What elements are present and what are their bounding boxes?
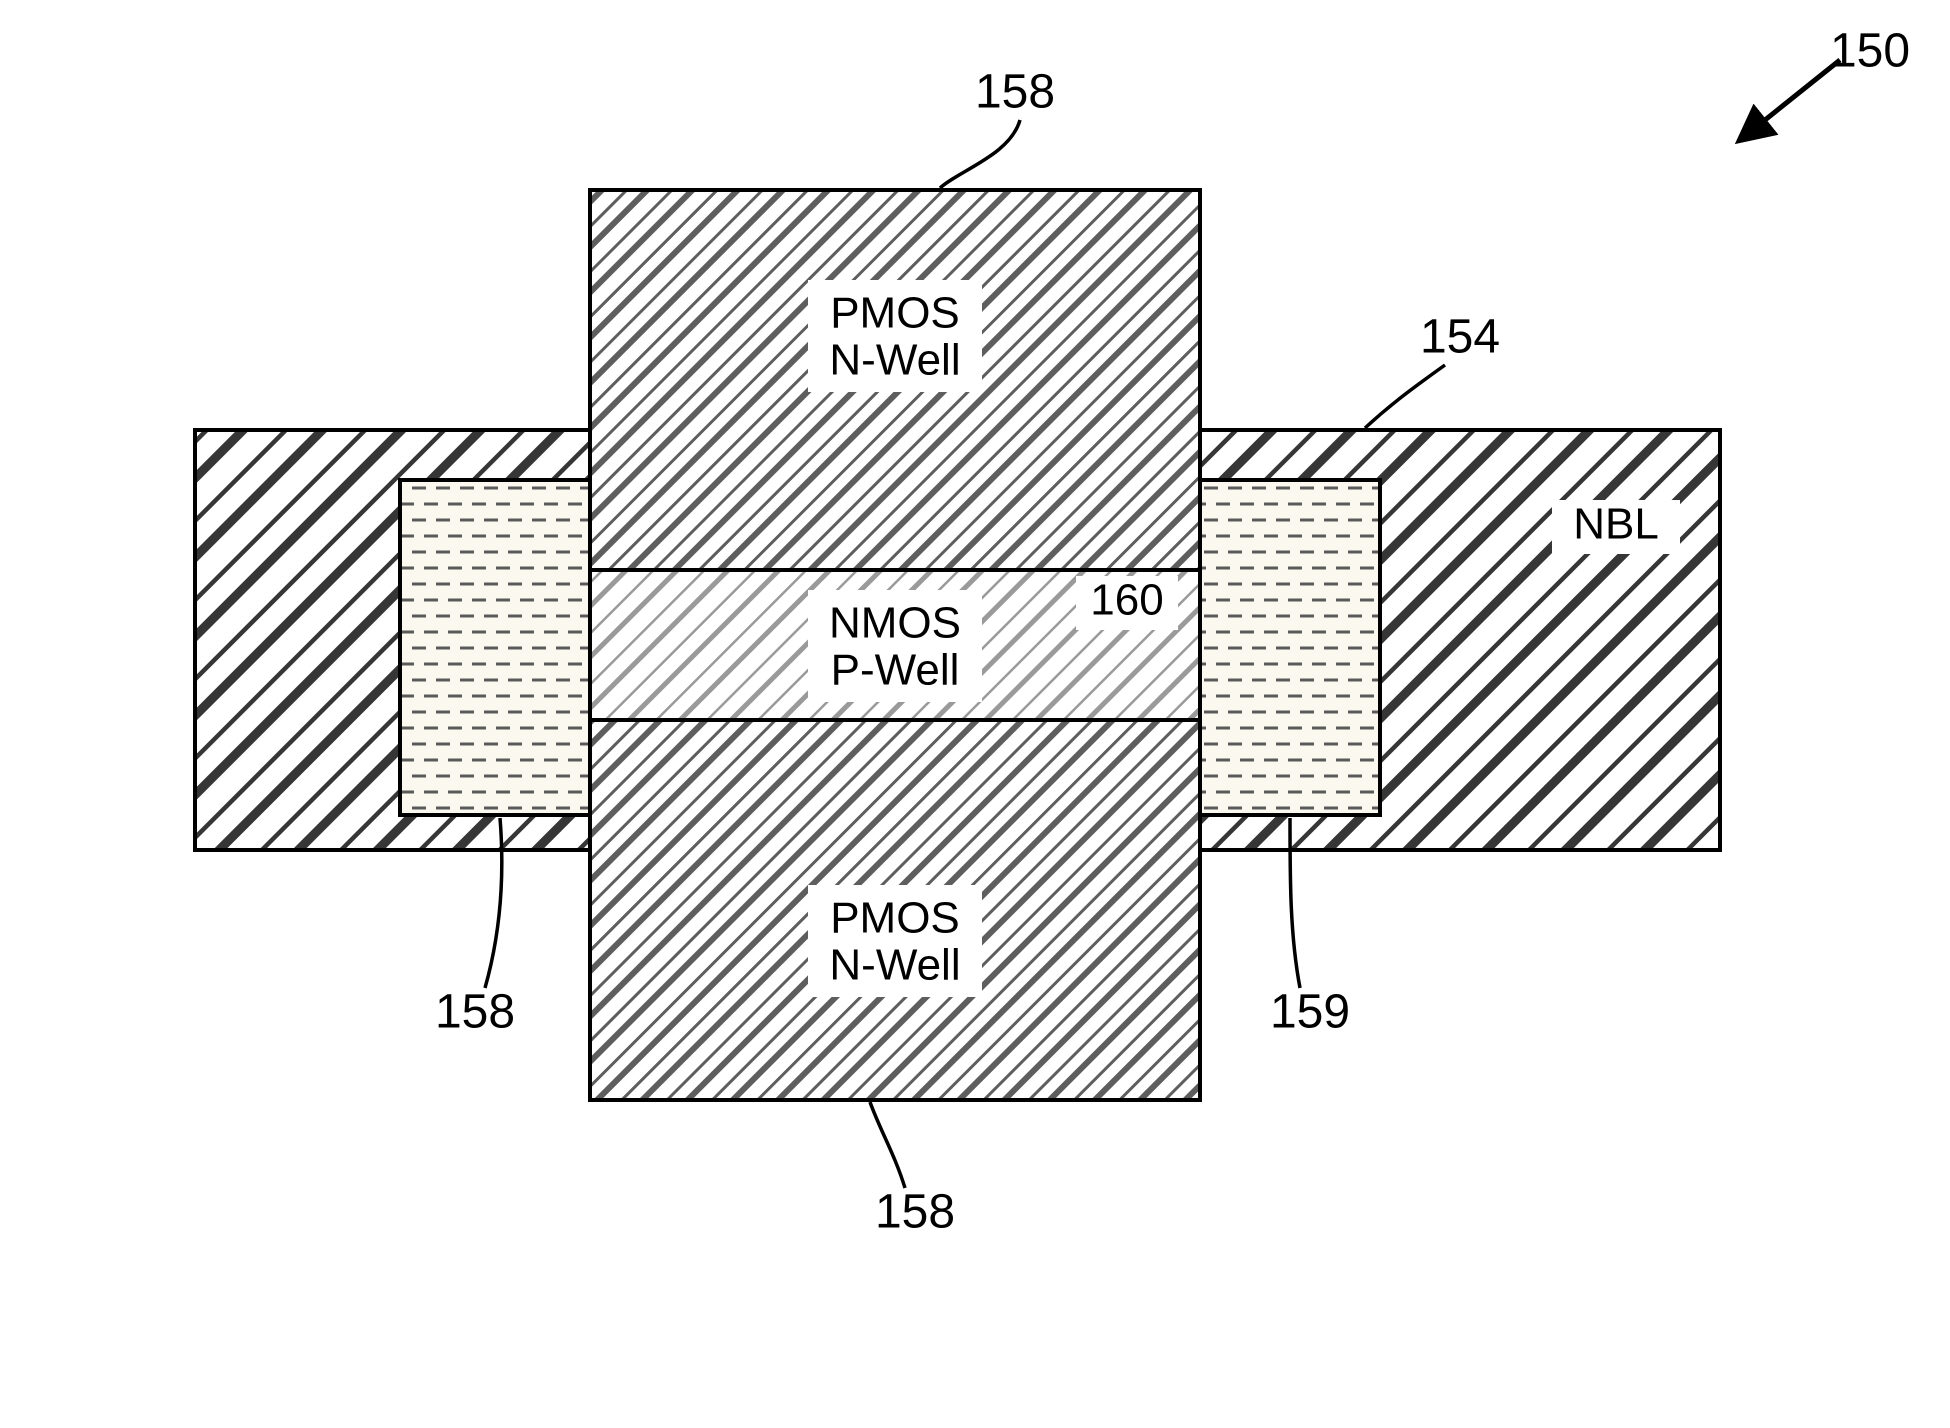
label-pmos-bottom-1: PMOS	[830, 893, 960, 942]
label-pmos-bottom-2: N-Well	[829, 941, 960, 990]
label-160: 160	[1090, 576, 1163, 625]
ref-arrow	[1740, 60, 1840, 140]
label-pmos-top-1: PMOS	[830, 288, 960, 337]
callout-leader-c_154	[1365, 365, 1445, 428]
spacer-left	[400, 480, 590, 815]
callout-c_154: 154	[1420, 311, 1500, 364]
callout-c_158_bottom: 158	[875, 1186, 955, 1239]
callout-leader-c_158_top	[940, 120, 1020, 188]
label-nmos-2: P-Well	[831, 646, 960, 695]
callout-c_158_left: 158	[435, 986, 515, 1039]
spacer-right	[1200, 480, 1380, 815]
ref-number: 150	[1830, 25, 1910, 78]
label-nmos-1: NMOS	[829, 598, 961, 647]
callout-leader-c_158_bottom	[870, 1102, 905, 1188]
label-nbl: NBL	[1573, 500, 1659, 549]
label-pmos-top-2: N-Well	[829, 336, 960, 385]
callout-c_158_top: 158	[975, 66, 1055, 119]
callout-c_159: 159	[1270, 986, 1350, 1039]
